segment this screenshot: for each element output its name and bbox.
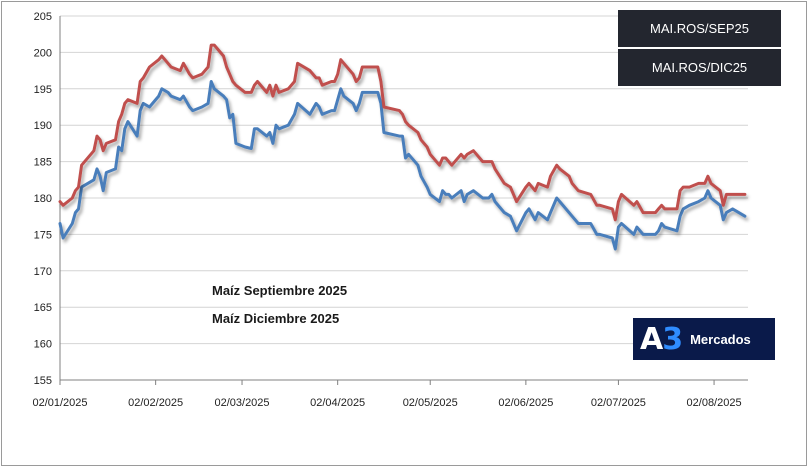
y-tick-label: 170 xyxy=(34,266,52,278)
series-line-dic25 xyxy=(58,43,747,222)
logo-mark-a: A xyxy=(640,321,663,357)
y-tick-label: 195 xyxy=(34,84,52,96)
y-tick-label: 200 xyxy=(34,47,52,59)
y-tick-label: 175 xyxy=(34,229,52,241)
ticker-sep25: MAI.ROS/SEP25 xyxy=(618,10,781,47)
x-tick-label: 02/07/2025 xyxy=(591,397,646,409)
legend-label: Maíz Septiembre 2025 xyxy=(212,283,347,298)
x-tick-label: 02/02/2025 xyxy=(128,397,183,409)
y-axis: 155 160 165 170 175 180 185 190 195 200 205 xyxy=(34,11,61,387)
y-tick-label: 165 xyxy=(34,302,52,314)
x-tick-label: 02/03/2025 xyxy=(214,397,269,409)
a3-mercados-logo: A3 Mercados xyxy=(633,318,775,360)
y-tick-label: 180 xyxy=(34,193,52,205)
series-group xyxy=(58,43,747,251)
y-tick-label: 185 xyxy=(34,157,52,169)
series-line-sep25 xyxy=(58,80,747,251)
logo-mark: A3 xyxy=(640,321,683,357)
x-axis: 02/01/2025 02/02/2025 02/03/2025 02/04/2025… xyxy=(32,379,748,409)
x-tick-label: 02/06/2025 xyxy=(498,397,553,409)
ticker-dic25: MAI.ROS/DIC25 xyxy=(618,49,781,86)
y-tick-label: 155 xyxy=(34,375,52,387)
x-tick-label: 02/08/2025 xyxy=(687,397,742,409)
y-tick-label: 205 xyxy=(34,11,52,23)
x-tick-label: 02/04/2025 xyxy=(310,397,365,409)
y-tick-label: 160 xyxy=(34,339,52,351)
logo-text: Mercados xyxy=(690,331,751,347)
logo-mark-3: 3 xyxy=(662,321,683,357)
x-tick-label: 02/05/2025 xyxy=(403,397,458,409)
legend-label: Maíz Diciembre 2025 xyxy=(212,311,339,326)
y-tick-label: 190 xyxy=(34,120,52,132)
x-tick-label: 02/01/2025 xyxy=(32,397,87,409)
legend: Maíz Septiembre 2025 Maíz Diciembre 2025 xyxy=(182,283,347,326)
